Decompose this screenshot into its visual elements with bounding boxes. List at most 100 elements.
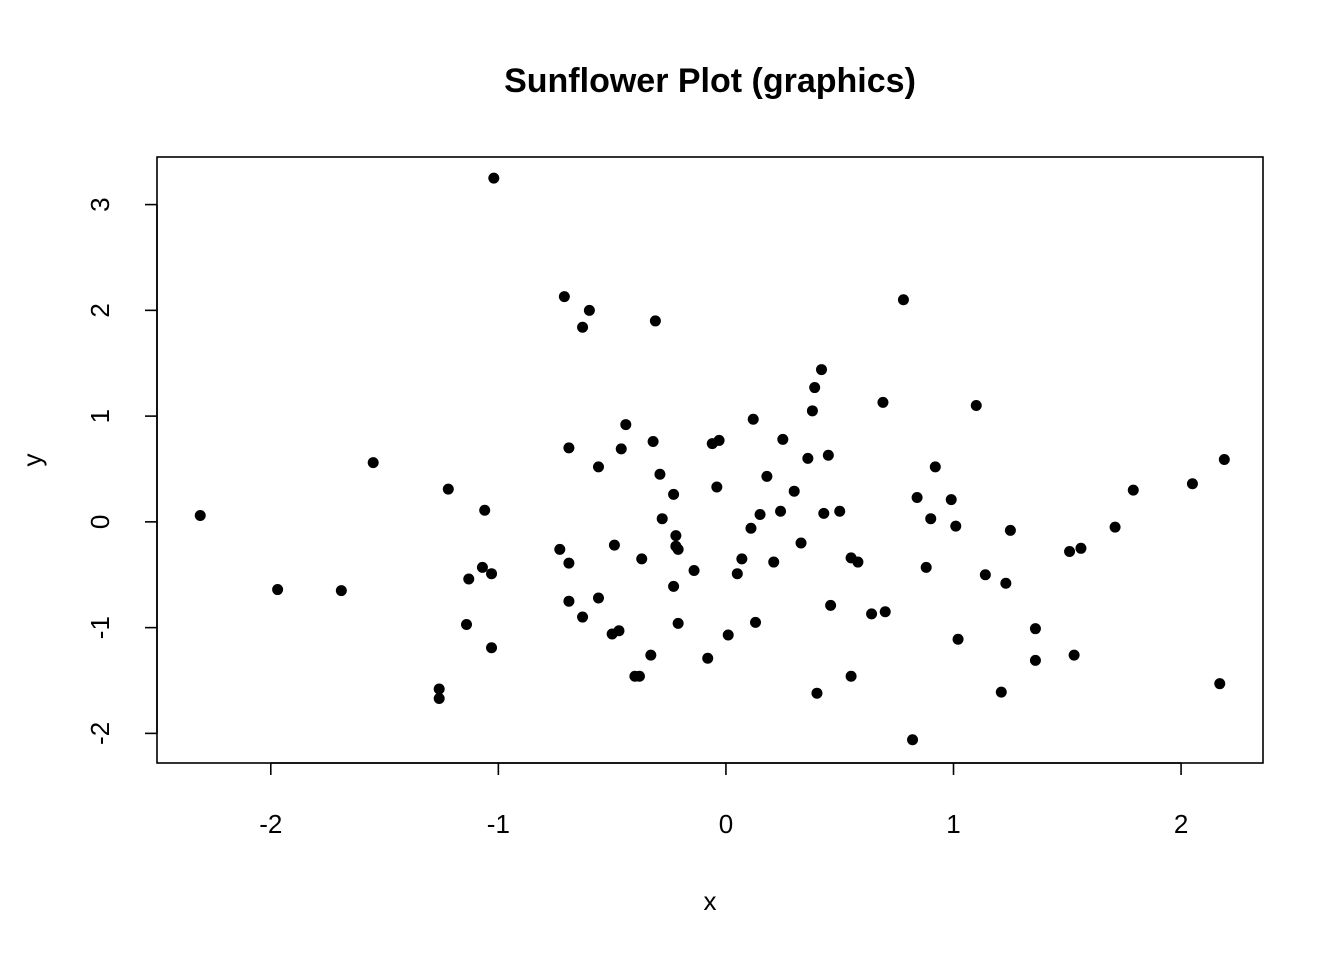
data-point: [879, 606, 891, 618]
x-axis: -2 -1 0 1 2: [259, 762, 1188, 839]
data-point: [816, 364, 828, 376]
data-point: [822, 449, 834, 461]
x-axis-label: x: [704, 886, 717, 916]
data-point: [722, 629, 734, 641]
data-point: [750, 616, 762, 628]
data-point: [367, 457, 379, 469]
data-point: [845, 670, 857, 682]
y-tick-label: 3: [85, 197, 115, 211]
data-point: [460, 618, 472, 630]
x-tick-label: -1: [487, 809, 510, 839]
data-point: [768, 556, 780, 568]
data-point: [925, 513, 937, 525]
data-point: [811, 687, 823, 699]
y-tick-label: -2: [85, 722, 115, 745]
data-point: [731, 568, 743, 580]
plot-frame: [156, 156, 1264, 764]
data-point: [463, 573, 475, 585]
data-point: [486, 568, 498, 580]
data-point: [713, 434, 725, 446]
data-point: [563, 557, 575, 569]
data-point: [668, 488, 680, 500]
y-axis-label: y: [17, 454, 47, 467]
data-point: [1004, 524, 1016, 536]
data-point: [479, 504, 491, 516]
data-point: [795, 537, 807, 549]
data-point: [702, 652, 714, 664]
data-point: [1064, 545, 1076, 557]
data-point: [558, 291, 570, 303]
data-point: [809, 382, 821, 394]
data-point: [866, 608, 878, 620]
data-points: [194, 172, 1230, 746]
y-tick-label: -1: [85, 616, 115, 639]
data-point: [802, 452, 814, 464]
data-point: [645, 649, 657, 661]
data-point: [736, 553, 748, 565]
data-point: [995, 686, 1007, 698]
data-point: [577, 321, 589, 333]
data-point: [1109, 521, 1121, 533]
data-point: [563, 595, 575, 607]
data-point: [335, 585, 347, 597]
data-point: [592, 592, 604, 604]
data-point: [608, 539, 620, 551]
chart-title: Sunflower Plot (graphics): [504, 62, 916, 100]
data-point: [907, 734, 919, 746]
data-point: [929, 461, 941, 473]
data-point: [788, 485, 800, 497]
data-point: [670, 530, 682, 542]
data-point: [1068, 649, 1080, 661]
data-point: [649, 315, 661, 327]
data-point: [476, 561, 488, 573]
data-point: [442, 483, 454, 495]
data-point: [970, 400, 982, 412]
data-point: [711, 481, 723, 493]
data-point: [488, 172, 500, 184]
x-tick-label: 0: [719, 809, 733, 839]
data-point: [834, 505, 846, 517]
data-point: [433, 683, 445, 695]
data-point: [272, 584, 284, 596]
data-point: [1186, 478, 1198, 490]
data-point: [688, 565, 700, 577]
y-tick-label: 0: [85, 515, 115, 529]
data-point: [1029, 654, 1041, 666]
data-point: [620, 419, 632, 431]
x-tick-label: -2: [259, 809, 282, 839]
data-point: [672, 543, 684, 555]
data-point: [754, 508, 766, 520]
data-point: [745, 522, 757, 534]
data-point: [577, 611, 589, 623]
data-point: [1127, 484, 1139, 496]
y-tick-label: 1: [85, 409, 115, 423]
data-point: [633, 670, 645, 682]
data-point: [656, 513, 668, 525]
data-point: [825, 599, 837, 611]
data-point: [563, 442, 575, 454]
data-point: [647, 435, 659, 447]
data-point: [583, 304, 595, 316]
data-point: [668, 580, 680, 592]
data-point: [897, 294, 909, 306]
x-tick-label: 2: [1174, 809, 1188, 839]
data-point: [615, 443, 627, 455]
data-point: [636, 553, 648, 565]
data-point: [1075, 542, 1087, 554]
data-point: [554, 543, 566, 555]
data-point: [672, 617, 684, 629]
data-point: [952, 633, 964, 645]
data-point: [945, 494, 957, 506]
data-point: [818, 507, 830, 519]
data-point: [806, 405, 818, 417]
data-point: [852, 556, 864, 568]
data-point: [486, 642, 498, 654]
y-axis: -2 -1 0 1 2 3: [85, 197, 158, 745]
data-point: [777, 433, 789, 445]
data-point: [979, 569, 991, 581]
x-tick-label: 1: [946, 809, 960, 839]
data-point: [1029, 623, 1041, 635]
data-point: [747, 413, 759, 425]
data-point: [920, 561, 932, 573]
